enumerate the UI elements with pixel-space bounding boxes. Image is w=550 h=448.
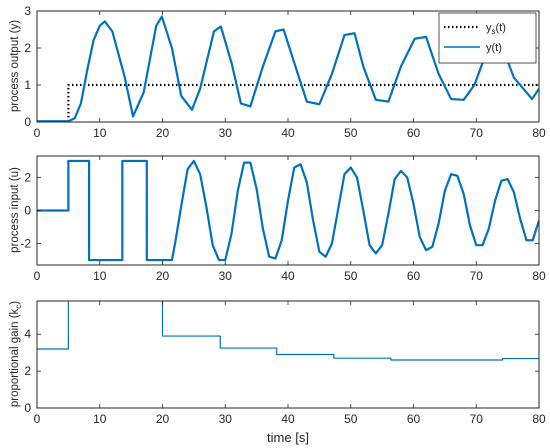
panel-proportional-gain: 0 10 20 30 40 50 60 70 80 0 2 4 proportional gain (… bbox=[9, 300, 546, 445]
series-line-0-0 bbox=[37, 83, 539, 122]
xtick-label: 70 bbox=[470, 412, 484, 426]
ytick-label: 0 bbox=[24, 401, 31, 415]
xtick-label: 40 bbox=[281, 412, 295, 426]
xtick-label: 40 bbox=[281, 269, 295, 283]
xtick-label: 20 bbox=[156, 412, 170, 426]
series-line-0-1 bbox=[37, 15, 539, 122]
ylabel-input: process input (u) bbox=[9, 167, 21, 253]
ytick-label: 3 bbox=[24, 4, 31, 18]
series-layer-gain bbox=[37, 301, 539, 361]
legend: ys(t) y(t) bbox=[438, 12, 537, 64]
ticks-gain: 0 10 20 30 40 50 60 70 80 0 2 4 bbox=[24, 301, 546, 426]
xtick-label: 10 bbox=[93, 412, 107, 426]
panel-process-output: 0 10 20 30 40 50 60 70 80 0 1 2 3 process output (y)… bbox=[9, 4, 546, 140]
axes-box-input bbox=[36, 155, 540, 266]
ylabel-gain: proportional gain (kc) bbox=[9, 301, 23, 407]
xtick-label: 10 bbox=[93, 269, 107, 283]
ytick-label: 2 bbox=[24, 41, 31, 55]
ticks-input: 0 10 20 30 40 50 60 70 80 -2 0 2 bbox=[20, 156, 546, 283]
ytick-label: 2 bbox=[24, 170, 31, 184]
xtick-label: 60 bbox=[407, 412, 421, 426]
ytick-label: 2 bbox=[24, 364, 31, 378]
xtick-label: 30 bbox=[219, 126, 233, 140]
xtick-label: 70 bbox=[470, 269, 484, 283]
panel-process-input: 0 10 20 30 40 50 60 70 80 -2 0 2 process input (u) bbox=[9, 155, 546, 283]
series-line-1-0 bbox=[37, 159, 539, 262]
xtick-label: 50 bbox=[344, 126, 358, 140]
ytick-label: -2 bbox=[20, 237, 31, 251]
ytick-label: 1 bbox=[24, 78, 31, 92]
xtick-label: 50 bbox=[344, 269, 358, 283]
xtick-label: 20 bbox=[156, 126, 170, 140]
xtick-label: 60 bbox=[407, 269, 421, 283]
ticks-output: 0 10 20 30 40 50 60 70 80 0 1 2 3 bbox=[24, 4, 546, 140]
series-layer-output bbox=[37, 15, 539, 122]
xtick-label: 40 bbox=[281, 126, 295, 140]
xtick-label: 0 bbox=[34, 412, 41, 426]
xtick-label: 0 bbox=[34, 269, 41, 283]
xtick-label: 0 bbox=[34, 126, 41, 140]
xtick-label: 70 bbox=[470, 126, 484, 140]
ytick-label: 0 bbox=[24, 115, 31, 129]
xtick-label: 30 bbox=[219, 412, 233, 426]
ytick-label: 4 bbox=[24, 327, 31, 341]
series-layer-input bbox=[37, 159, 539, 262]
xtick-label: 80 bbox=[532, 269, 546, 283]
xlabel-time: time [s] bbox=[267, 430, 309, 445]
xtick-label: 20 bbox=[156, 269, 170, 283]
series-line-2-0 bbox=[37, 301, 539, 361]
legend-label-y: y(t) bbox=[486, 42, 502, 54]
xtick-label: 60 bbox=[407, 126, 421, 140]
ylabel-output: process output (y) bbox=[9, 20, 21, 112]
xtick-label: 80 bbox=[532, 412, 546, 426]
ytick-label: 0 bbox=[24, 204, 31, 218]
xtick-label: 80 bbox=[532, 126, 546, 140]
xtick-label: 30 bbox=[219, 269, 233, 283]
xtick-label: 50 bbox=[344, 412, 358, 426]
legend-box bbox=[438, 12, 537, 64]
xtick-label: 10 bbox=[93, 126, 107, 140]
legend-label-ys: ys(t) bbox=[486, 22, 506, 36]
